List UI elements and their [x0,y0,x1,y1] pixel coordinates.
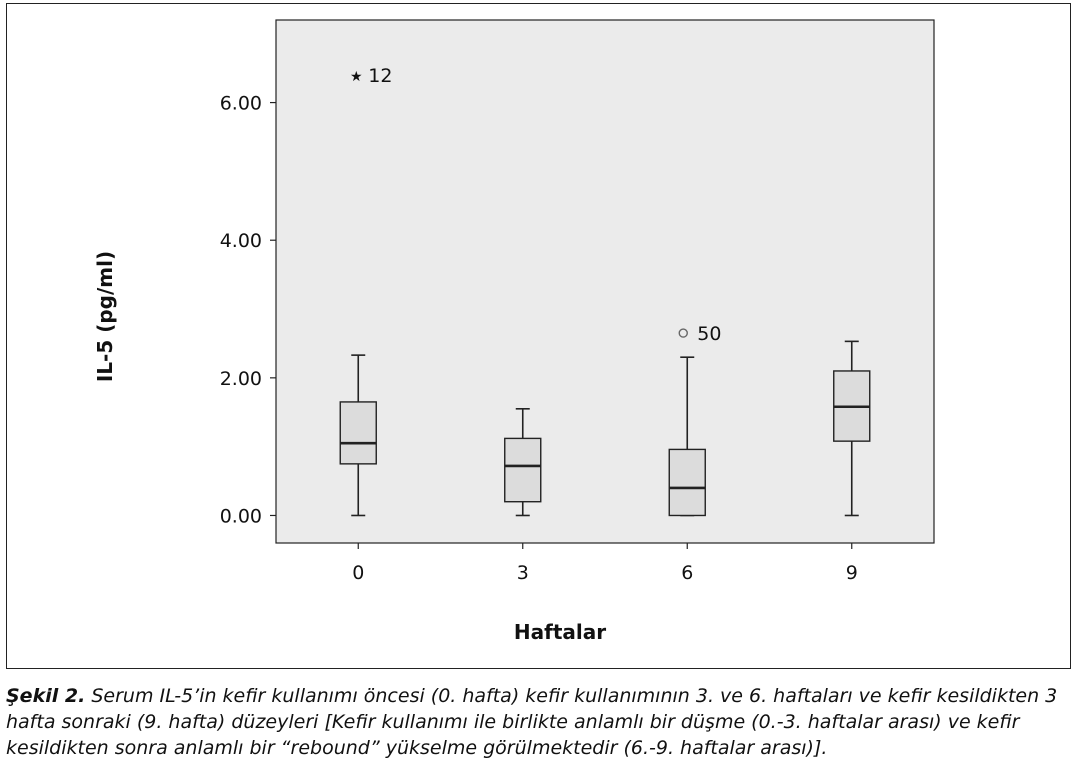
outlier-star-marker: ★ [350,69,363,85]
box-6 [668,356,706,517]
figure-frame [6,3,1071,669]
outlier-label: 50 [697,323,721,345]
outlier-circle-marker [678,328,688,338]
outliers-layer: ★ 12 50 [350,65,721,345]
iqr-box [339,401,377,465]
figure-caption: Şekil 2. Serum IL-5’in kefir kullanımı ö… [6,683,1074,761]
x-axis-title: Haftalar [514,620,606,644]
iqr-box [668,448,706,517]
y-axis: 0.00 2.00 4.00 6.00 [220,93,276,527]
boxes-layer [339,340,871,517]
caption-text: Serum IL-5’in kefir kullanımı öncesi (0.… [6,685,1058,759]
x-tick-label: 3 [517,562,529,584]
plot-area [275,19,935,544]
x-tick-label: 0 [352,562,364,584]
y-tick-label: 0.00 [220,505,262,527]
y-tick-label: 4.00 [220,230,262,252]
box-plot: 0.00 2.00 4.00 6.00 0 3 6 9 ★ 12 50 Haftalar IL-… [93,19,935,644]
x-tick-label: 6 [681,562,693,584]
box-9 [833,340,871,517]
outlier-label: 12 [368,65,392,87]
y-tick-label: 2.00 [220,368,262,390]
box-0 [339,354,377,517]
y-axis-title: IL-5 (pg/ml) [93,251,117,382]
y-tick-label: 6.00 [220,93,262,115]
x-tick-label: 9 [846,562,858,584]
x-axis: 0 3 6 9 [352,543,858,584]
iqr-box [504,437,542,503]
box-3 [504,408,542,517]
caption-label: Şekil 2. [6,685,86,707]
